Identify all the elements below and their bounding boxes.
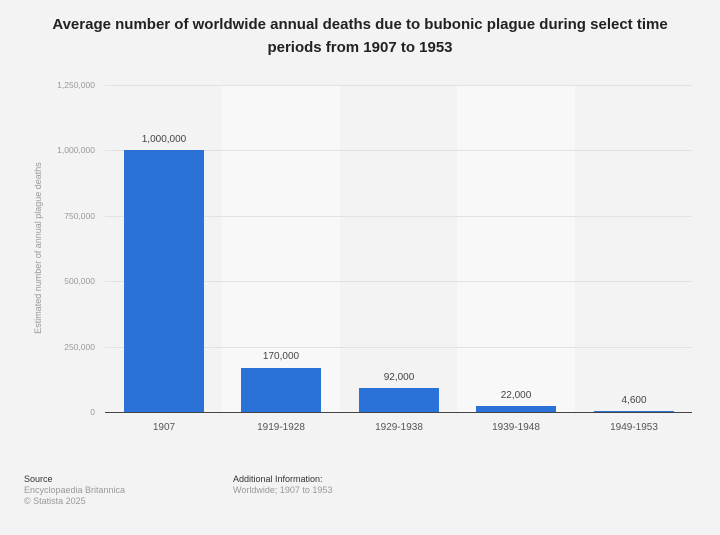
y-tick: 1,250,000 — [57, 80, 95, 90]
copyright-text: © Statista 2025 — [24, 496, 86, 506]
x-tick: 1949-1953 — [610, 422, 658, 433]
value-label: 92,000 — [383, 372, 415, 383]
y-tick: 250,000 — [64, 341, 95, 352]
source-text: Encyclopaedia Britannica — [24, 485, 126, 495]
source-heading: Source — [24, 474, 53, 484]
additional-info-block: Additional Information: Worldwide; 1907 … — [233, 474, 332, 496]
y-tick: 0 — [90, 407, 95, 417]
value-label: 1,000,000 — [141, 134, 187, 145]
x-tick: 1907 — [152, 422, 176, 433]
source-block: Source Encyclopaedia Britannica © Statis… — [24, 474, 125, 507]
y-tick: 750,000 — [64, 210, 95, 221]
gridline — [105, 150, 692, 152]
x-tick: 1919-1928 — [257, 422, 305, 433]
plot-area: 1,000,000 170,000 92,000 22,000 4,600 — [105, 85, 692, 413]
y-axis-label: Estimated number of annual plague deaths — [33, 162, 43, 334]
x-axis-line — [105, 412, 692, 413]
column-band — [222, 85, 340, 412]
value-label: 170,000 — [262, 351, 300, 362]
x-tick: 1939-1948 — [492, 422, 540, 433]
bar-1949-1953[interactable] — [594, 410, 674, 412]
gridline — [105, 85, 692, 86]
bar-1929-1938[interactable] — [359, 387, 439, 412]
gridline — [105, 215, 692, 217]
bar-1939-1948[interactable] — [476, 406, 556, 412]
y-tick: 500,000 — [64, 276, 95, 287]
value-label: 22,000 — [500, 390, 532, 401]
chart-title: Average number of worldwide annual death… — [52, 16, 668, 56]
additional-info-text: Worldwide; 1907 to 1953 — [233, 485, 333, 495]
x-tick: 1929-1938 — [375, 422, 423, 433]
column-band — [457, 85, 575, 412]
y-tick: 1,000,000 — [57, 145, 95, 156]
gridline — [105, 346, 692, 348]
bar-1907[interactable] — [124, 150, 204, 412]
additional-info-heading: Additional Information: — [233, 474, 323, 484]
value-label: 4,600 — [621, 395, 647, 406]
bar-1919-1928[interactable] — [241, 367, 321, 412]
gridline — [105, 281, 692, 283]
